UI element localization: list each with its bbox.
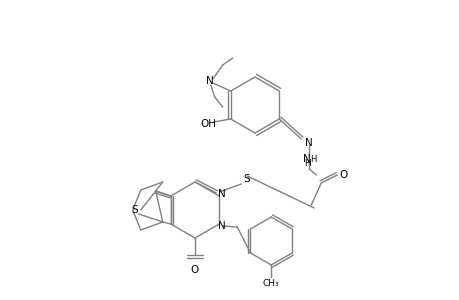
Text: H: H	[309, 154, 316, 164]
Text: N: N	[305, 138, 313, 148]
Text: N: N	[303, 154, 310, 164]
Text: CH₃: CH₃	[263, 278, 279, 287]
Text: N: N	[218, 189, 226, 199]
Text: OH: OH	[200, 119, 216, 129]
Text: S: S	[242, 174, 249, 184]
Text: S: S	[131, 205, 138, 215]
Text: N: N	[218, 221, 226, 231]
Text: O: O	[190, 265, 199, 275]
Text: N: N	[206, 76, 213, 86]
Text: O: O	[338, 170, 347, 180]
Text: H: H	[303, 158, 310, 167]
